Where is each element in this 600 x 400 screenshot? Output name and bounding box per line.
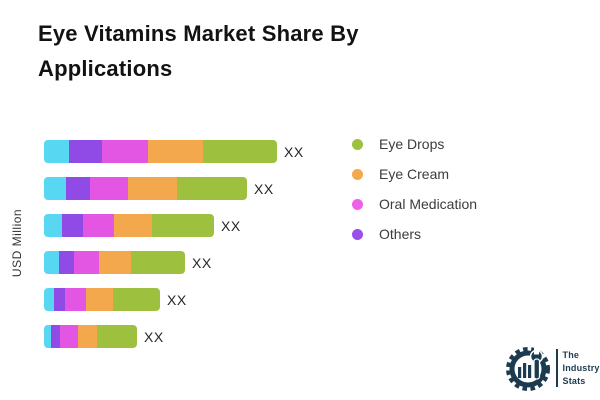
- bar-segment-eye-drops: [203, 140, 277, 163]
- bar-segment-oral-medication: [83, 214, 114, 237]
- legend-label: Eye Drops: [379, 136, 445, 152]
- bar-row: XX: [44, 251, 304, 274]
- stacked-bar: [44, 288, 160, 311]
- y-axis-title: USD Million: [10, 208, 24, 278]
- logo-separator: [556, 349, 558, 387]
- legend-dot: [352, 168, 363, 180]
- bar-segment-others: [51, 325, 60, 348]
- bar-value-label: XX: [144, 328, 164, 345]
- legend-label: Others: [379, 226, 422, 242]
- bar-segment-eye-cream: [148, 140, 203, 163]
- bar-segment-unlabeled: [44, 251, 59, 274]
- bar-segment-others: [66, 177, 90, 200]
- gear-wrench-icon: [506, 347, 550, 391]
- bar-segment-unlabeled: [44, 325, 51, 348]
- bar-row: XX: [44, 325, 304, 348]
- logo-text-line: The: [562, 349, 580, 360]
- bar-segment-eye-cream: [128, 177, 177, 200]
- stacked-bar: [44, 325, 137, 348]
- bar-segment-others: [62, 214, 83, 237]
- bar-value-label: XX: [221, 217, 241, 234]
- stacked-bar: [44, 214, 214, 237]
- bar-segment-unlabeled: [44, 140, 69, 163]
- bar-segment-others: [54, 288, 65, 311]
- bar-segment-eye-drops: [152, 214, 214, 237]
- bar-value-label: XX: [284, 143, 304, 160]
- chart-title: Eye Vitamins Market Share By Application…: [38, 21, 359, 81]
- bar-segment-eye-drops: [177, 177, 247, 200]
- stacked-bar: [44, 177, 247, 200]
- bar-segment-eye-drops: [131, 251, 185, 274]
- legend-item-oral-medication: Oral Medication: [352, 189, 477, 219]
- bar-segment-eye-cream: [99, 251, 131, 274]
- bar-segment-oral-medication: [102, 140, 148, 163]
- stacked-bar: [44, 251, 185, 274]
- bar-segment-others: [69, 140, 102, 163]
- legend-dot: [352, 228, 363, 240]
- bar-segment-oral-medication: [60, 325, 78, 348]
- stacked-bar: [44, 140, 277, 163]
- bar-segment-oral-medication: [65, 288, 86, 311]
- legend: Eye Drops Eye Cream Oral Medication Others: [352, 129, 477, 249]
- legend-dot: [352, 138, 363, 150]
- bar-segment-eye-cream: [114, 214, 152, 237]
- bar-row: XX: [44, 214, 304, 237]
- plot-area: XX XX XX XX XX XX: [44, 140, 304, 362]
- bar-value-label: XX: [167, 291, 187, 308]
- bar-segment-eye-cream: [86, 288, 113, 311]
- industry-stats-logo: The Industry Stats: [505, 344, 600, 392]
- logo-text-line: Stats: [562, 375, 586, 386]
- bar-segment-oral-medication: [74, 251, 99, 274]
- bar-value-label: XX: [192, 254, 212, 271]
- bar-segment-unlabeled: [44, 288, 54, 311]
- bar-segment-eye-drops: [97, 325, 137, 348]
- legend-label: Eye Cream: [379, 166, 450, 182]
- bar-value-label: XX: [254, 180, 274, 197]
- legend-label: Oral Medication: [379, 196, 478, 212]
- bar-row: XX: [44, 288, 304, 311]
- bar-row: XX: [44, 177, 304, 200]
- legend-item-eye-cream: Eye Cream: [352, 159, 477, 189]
- bar-segment-eye-drops: [113, 288, 160, 311]
- bar-segment-unlabeled: [44, 214, 62, 237]
- legend-dot: [352, 198, 363, 210]
- bar-segment-others: [59, 251, 74, 274]
- legend-item-eye-drops: Eye Drops: [352, 129, 477, 159]
- bar-segment-unlabeled: [44, 177, 66, 200]
- bar-segment-oral-medication: [90, 177, 128, 200]
- bar-row: XX: [44, 140, 304, 163]
- logo-text-line: Industry: [562, 362, 600, 373]
- logo-text: The Industry Stats: [563, 349, 600, 388]
- bar-segment-eye-cream: [78, 325, 97, 348]
- legend-item-others: Others: [352, 219, 477, 249]
